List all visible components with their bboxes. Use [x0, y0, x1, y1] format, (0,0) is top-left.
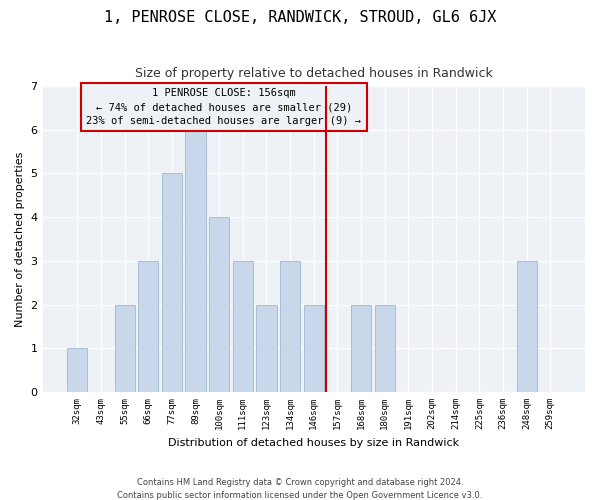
Text: 1, PENROSE CLOSE, RANDWICK, STROUD, GL6 6JX: 1, PENROSE CLOSE, RANDWICK, STROUD, GL6 … — [104, 10, 496, 25]
Text: Contains HM Land Registry data © Crown copyright and database right 2024.
Contai: Contains HM Land Registry data © Crown c… — [118, 478, 482, 500]
Bar — [351, 304, 371, 392]
Bar — [374, 304, 395, 392]
Bar — [162, 174, 182, 392]
Bar — [233, 261, 253, 392]
X-axis label: Distribution of detached houses by size in Randwick: Distribution of detached houses by size … — [168, 438, 460, 448]
Y-axis label: Number of detached properties: Number of detached properties — [15, 152, 25, 326]
Bar — [517, 261, 536, 392]
Text: 1 PENROSE CLOSE: 156sqm
← 74% of detached houses are smaller (29)
23% of semi-de: 1 PENROSE CLOSE: 156sqm ← 74% of detache… — [86, 88, 361, 126]
Bar — [185, 130, 206, 392]
Title: Size of property relative to detached houses in Randwick: Size of property relative to detached ho… — [135, 68, 493, 80]
Bar — [138, 261, 158, 392]
Bar — [304, 304, 324, 392]
Bar — [209, 217, 229, 392]
Bar — [67, 348, 88, 392]
Bar — [280, 261, 300, 392]
Bar — [256, 304, 277, 392]
Bar — [115, 304, 134, 392]
